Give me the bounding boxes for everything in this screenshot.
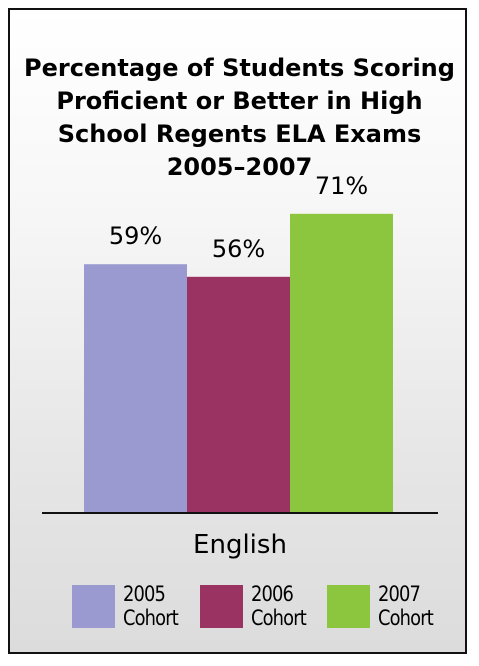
legend-label-2007: 2007 Cohort	[378, 582, 434, 630]
legend-label-2006-line1: 2006	[250, 582, 294, 606]
legend-swatch-2007	[327, 584, 371, 628]
legend-label-2005-line2: Cohort	[123, 606, 179, 630]
legend-item-2006: 2006 Cohort	[199, 582, 316, 630]
chart-title: Percentage of Students Scoring Proficien…	[0, 52, 479, 184]
legend-swatch-2006	[199, 584, 243, 628]
title-line-1: Percentage of Students Scoring	[24, 54, 455, 82]
legend-label-2005: 2005 Cohort	[123, 582, 179, 630]
title-line-3: School Regents ELA Exams	[57, 120, 422, 148]
bar-value-label-2007: 71%	[315, 172, 368, 200]
legend-item-2005: 2005 Cohort	[72, 582, 188, 630]
legend-label-2007-line1: 2007	[378, 582, 421, 606]
legend-label-2005-line1: 2005	[123, 582, 166, 606]
bar-2007	[290, 213, 393, 513]
bar-2005	[84, 264, 187, 512]
bar-value-label-2005: 59%	[109, 222, 162, 250]
bar-2006	[187, 276, 290, 512]
title-line-4: 2005–2007	[166, 153, 313, 181]
x-category-label: English	[193, 530, 287, 560]
legend-item-2007: 2007 Cohort	[327, 582, 443, 630]
legend-label-2006-line2: Cohort	[250, 606, 307, 630]
legend-swatch-2005	[72, 584, 115, 628]
legend-label-2007-line2: Cohort	[378, 606, 434, 630]
chart-legend: 2005 Cohort 2006 Cohort 2007 Cohort	[72, 582, 455, 630]
bar-value-label-2006: 56%	[212, 235, 265, 263]
legend-label-2006: 2006 Cohort	[250, 582, 307, 630]
title-line-2: Proficient or Better in High	[56, 87, 423, 115]
